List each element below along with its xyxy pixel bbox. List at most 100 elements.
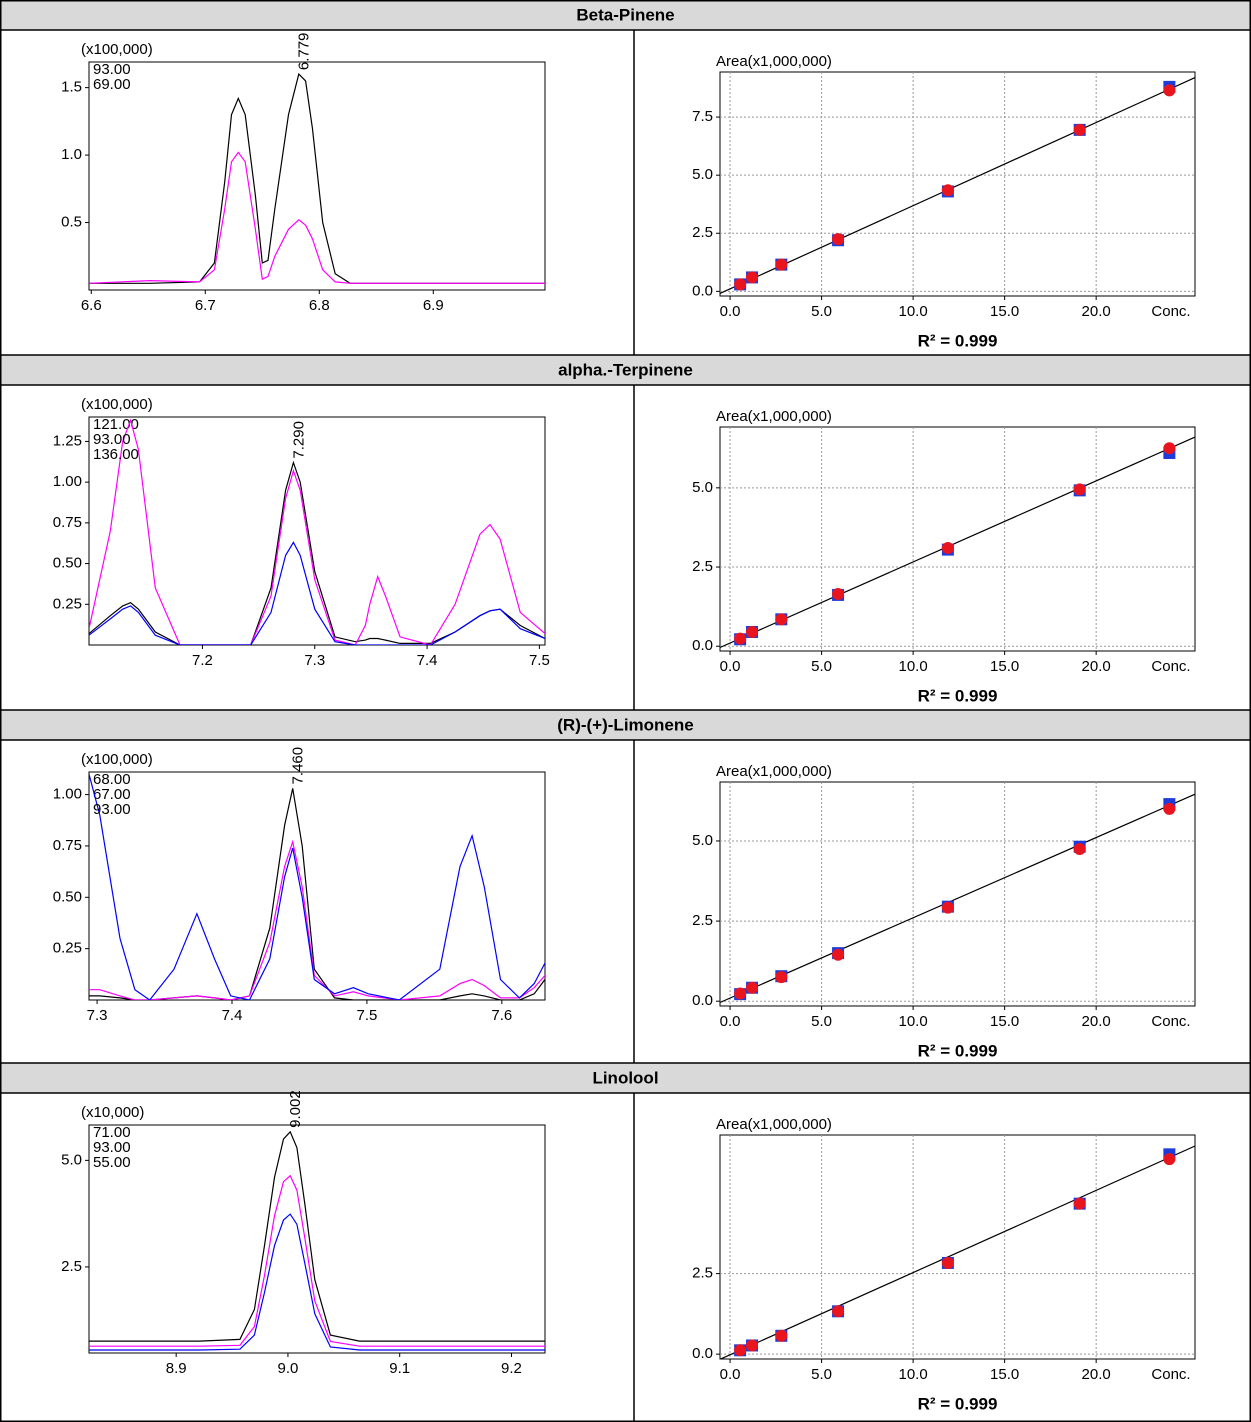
- x-tick-label: 15.0: [990, 658, 1019, 675]
- r-squared: R² = 0.999: [918, 1394, 998, 1413]
- x-tick-label: 10.0: [899, 658, 928, 675]
- y-tick-label: 7.5: [692, 108, 713, 125]
- point: [832, 1305, 845, 1318]
- y-tick-label: 1.0: [61, 146, 82, 163]
- point: [1073, 123, 1086, 136]
- y-axis-label: Area(x1,000,000): [716, 1116, 832, 1133]
- y-tick-label: 5.0: [61, 1151, 82, 1168]
- y-tick-label: 0.75: [53, 514, 82, 531]
- x-tick-label: 7.6: [491, 1007, 512, 1024]
- x-axis-label: Conc.: [1151, 303, 1190, 320]
- series-line: [89, 839, 545, 1000]
- x-tick-label: 0.0: [720, 1013, 741, 1030]
- x-tick-label: 7.3: [304, 652, 325, 669]
- x-tick-label: 15.0: [990, 303, 1019, 320]
- point: [941, 901, 954, 914]
- x-tick-label: 20.0: [1082, 1013, 1111, 1030]
- plot-area: [88, 771, 546, 1001]
- x-tick-label: 5.0: [811, 658, 832, 675]
- y-tick-label: 0.50: [53, 888, 82, 905]
- y-tick-label: 1.5: [61, 79, 82, 96]
- y-tick-label: 5.0: [692, 166, 713, 183]
- series-line: [720, 793, 1195, 1004]
- point: [941, 184, 954, 197]
- plot-area: [719, 1134, 1196, 1360]
- y-tick-label: 5.0: [692, 832, 713, 849]
- series-line: [720, 1145, 1195, 1359]
- y-tick-label: 0.50: [53, 555, 82, 572]
- legend-entry: 93.00: [93, 801, 131, 818]
- x-tick-label: 7.3: [87, 1007, 108, 1024]
- peak-label: 7.460: [290, 747, 307, 785]
- point: [832, 948, 845, 961]
- point: [941, 1256, 954, 1269]
- y-tick-label: 2.5: [692, 912, 713, 929]
- plot-area: [88, 61, 546, 291]
- x-tick-label: 7.5: [529, 652, 550, 669]
- section-title: (R)-(+)-Limonene: [557, 715, 693, 734]
- point: [746, 625, 759, 638]
- y-tick-label: 0.75: [53, 837, 82, 854]
- x-tick-label: 5.0: [811, 1013, 832, 1030]
- section-header: [0, 1063, 1251, 1093]
- x-axis-label: Conc.: [1151, 658, 1190, 675]
- r-squared: R² = 0.999: [918, 686, 998, 705]
- plot-area: [88, 1124, 546, 1354]
- series-line: [89, 1174, 545, 1347]
- plot-area: [719, 426, 1196, 652]
- section-header: [0, 0, 1251, 30]
- y-axis-label: Area(x1,000,000): [716, 53, 832, 70]
- x-axis-label: Conc.: [1151, 1366, 1190, 1383]
- point: [1163, 1153, 1176, 1166]
- peak-label: 6.779: [296, 33, 313, 71]
- x-tick-label: 6.9: [423, 297, 444, 314]
- point: [941, 542, 954, 555]
- x-tick-label: 6.6: [81, 297, 102, 314]
- section-header: [0, 710, 1251, 740]
- point: [775, 1329, 788, 1342]
- point: [734, 278, 747, 291]
- y-tick-label: 0.25: [53, 940, 82, 957]
- x-tick-label: 6.8: [309, 297, 330, 314]
- x-tick-label: 10.0: [899, 1013, 928, 1030]
- y-tick-label: 2.5: [692, 558, 713, 575]
- y-axis-unit: (x100,000): [81, 41, 153, 58]
- section-header: [0, 355, 1251, 385]
- peak-label: 7.290: [290, 421, 307, 459]
- legend-entry: 93.00: [93, 431, 131, 448]
- y-tick-label: 0.25: [53, 595, 82, 612]
- x-tick-label: 10.0: [899, 303, 928, 320]
- x-tick-label: 8.9: [166, 1360, 187, 1377]
- legend-entry: 136.00: [93, 446, 139, 463]
- legend-entry: 69.00: [93, 76, 131, 93]
- x-tick-label: 0.0: [720, 1366, 741, 1383]
- x-tick-label: 10.0: [899, 1366, 928, 1383]
- series-line: [89, 1213, 545, 1351]
- r-squared: R² = 0.999: [918, 1041, 998, 1060]
- series-line: [89, 72, 545, 284]
- legend-entry: 67.00: [93, 786, 131, 803]
- point: [1073, 1197, 1086, 1210]
- y-tick-label: 1.25: [53, 432, 82, 449]
- point: [746, 981, 759, 994]
- y-tick-label: 0.0: [692, 1345, 713, 1362]
- point: [1163, 84, 1176, 97]
- series-line: [89, 151, 545, 284]
- point: [734, 1344, 747, 1357]
- peak-label: 9.002: [287, 1090, 304, 1128]
- y-tick-label: 5.0: [692, 479, 713, 496]
- plot-area: [88, 416, 546, 646]
- x-tick-label: 20.0: [1082, 658, 1111, 675]
- y-axis-label: Area(x1,000,000): [716, 763, 832, 780]
- point: [746, 1339, 759, 1352]
- series-line: [720, 77, 1195, 294]
- x-tick-label: 20.0: [1082, 303, 1111, 320]
- point: [775, 971, 788, 984]
- point: [734, 987, 747, 1000]
- point: [1163, 802, 1176, 815]
- y-axis-unit: (x100,000): [81, 751, 153, 768]
- x-axis-label: Conc.: [1151, 1013, 1190, 1030]
- point: [832, 233, 845, 246]
- y-tick-label: 1.00: [53, 786, 82, 803]
